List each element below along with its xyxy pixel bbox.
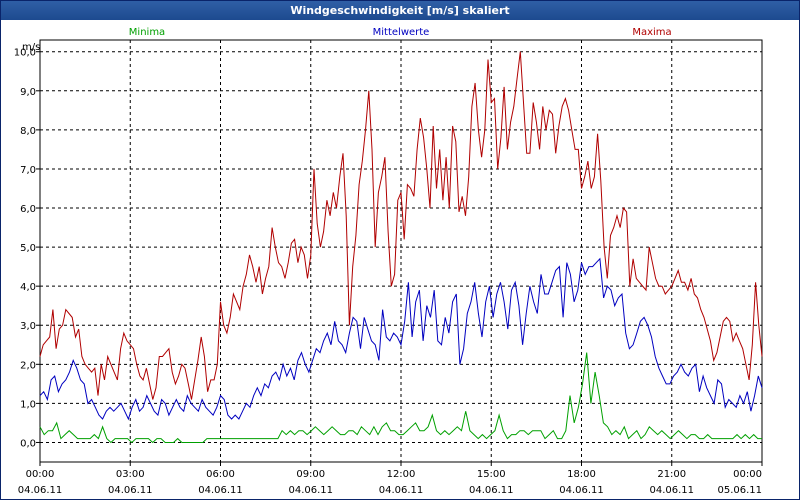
x-tick-time: 18:00 — [567, 469, 596, 480]
legend-minima: Minima — [129, 27, 165, 38]
y-tick-label: 10,0 — [14, 48, 36, 59]
x-tick-date: 04.06.11 — [649, 485, 694, 496]
y-tick-label: 1,0 — [20, 399, 36, 410]
y-tick-label: 7,0 — [20, 165, 36, 176]
x-tick-date: 04.06.11 — [559, 485, 604, 496]
legend-mittelwerte: Mittelwerte — [373, 27, 430, 38]
grid-lines — [40, 40, 762, 462]
x-tick-time: 12:00 — [387, 469, 416, 480]
y-axis: 0,0 1,0 2,0 3,0 4,0 5,0 6,0 7,0 8,0 9,0 10,0 — [14, 48, 40, 449]
y-axis-unit-label: m/s — [22, 42, 40, 53]
x-tick-time: 06:00 — [206, 469, 235, 480]
y-tick-label: 3,0 — [20, 321, 36, 332]
y-tick-label: 9,0 — [20, 87, 36, 98]
x-tick-date: 04.06.11 — [198, 485, 243, 496]
x-tick-date: 04.06.11 — [108, 485, 153, 496]
window-title: Windgeschwindigkeit [m/s] skaliert — [1, 1, 799, 20]
y-tick-label: 0,0 — [20, 438, 36, 449]
x-tick-date: 04.06.11 — [379, 485, 424, 496]
x-tick-time: 09:00 — [296, 469, 325, 480]
x-tick-time: 03:00 — [116, 469, 145, 480]
y-tick-label: 2,0 — [20, 360, 36, 371]
x-tick-time: 21:00 — [657, 469, 686, 480]
series-line-minima — [39, 352, 762, 444]
x-tick-time: 00:00 — [733, 469, 762, 480]
x-tick-date: 04.06.11 — [469, 485, 514, 496]
legend-maxima: Maxima — [632, 27, 671, 38]
series-lines — [39, 51, 763, 444]
x-tick-date: 04.06.11 — [18, 485, 63, 496]
y-tick-label: 5,0 — [20, 243, 36, 254]
x-tick-date: 04.06.11 — [288, 485, 333, 496]
x-tick-date: 05.06.11 — [717, 485, 762, 496]
series-line-mittelwerte — [39, 257, 763, 421]
x-tick-time: 00:00 — [26, 469, 55, 480]
series-line-maxima — [39, 51, 763, 400]
y-tick-label: 8,0 — [20, 126, 36, 137]
x-axis: 00:00 04.06.11 03:00 04.06.11 06:00 04.06.11 0… — [18, 462, 763, 496]
x-tick-time: 15:00 — [477, 469, 506, 480]
y-tick-label: 6,0 — [20, 204, 36, 215]
y-tick-label: 4,0 — [20, 282, 36, 293]
